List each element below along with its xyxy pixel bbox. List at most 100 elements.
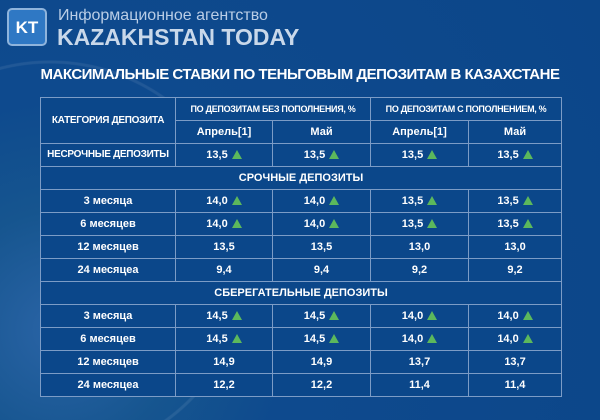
table-row: 6 месяцев 14,0 14,0 13,5 13,5 [40,212,563,236]
table-row: 12 месяцев 14,9 14,9 13,7 13,7 [40,350,563,374]
rate-value: 14,5 [303,310,326,322]
rate-cell: 14,0 [468,304,563,328]
rate-value: 13,7 [504,356,526,368]
rate-value: 13,7 [408,356,431,368]
row-label: НЕСРОЧНЫЕ ДЕПОЗИТЫ [40,143,176,167]
rate-value: 13,0 [504,241,526,253]
rate-value: 13,5 [497,195,519,207]
rate-cell: 13,7 [370,350,470,374]
rate-cell: 13,5 [175,235,273,259]
kt-logo: KT [7,8,47,46]
rate-value: 12,2 [310,379,333,391]
rate-cell: 11,4 [468,373,563,397]
rate-value: 14,9 [213,356,235,368]
rate-value: 14,9 [310,356,333,368]
up-arrow-icon [427,219,438,228]
row-label: 3 месяца [40,304,176,328]
up-arrow-icon [427,150,438,159]
rate-value: 14,5 [206,310,228,322]
category-header: КАТЕГОРИЯ ДЕПОЗИТА [40,97,176,144]
rate-value: 9,4 [313,264,330,276]
deposit-rates-table: КАТЕГОРИЯ ДЕПОЗИТА ПО ДЕПОЗИТАМ БЕЗ ПОПО… [39,97,563,397]
up-arrow-icon [427,311,438,320]
rate-cell: 13,5 [468,212,563,236]
rate-cell: 9,4 [175,258,273,282]
row-label: 3 месяца [40,189,176,213]
brand-name: KAZAKHSTAN TODAY [57,24,300,50]
header-row: КАТЕГОРИЯ ДЕПОЗИТА ПО ДЕПОЗИТАМ БЕЗ ПОПО… [40,97,563,144]
up-arrow-icon [231,150,242,159]
rate-cell: 13,5 [370,212,470,236]
rate-value: 14,0 [206,218,228,230]
rate-value: 13,5 [303,149,326,161]
rate-value: 14,5 [303,333,326,345]
up-arrow-icon [231,196,242,205]
section-title: СРОЧНЫЕ ДЕПОЗИТЫ [39,166,563,190]
section-title: СБЕРЕГАТЕЛЬНЫЕ ДЕПОЗИТЫ [39,281,563,305]
rate-cell: 13,5 [271,143,372,167]
table-row: 3 месяца 14,5 14,5 14,0 14,0 [40,304,563,328]
month-header: Май [271,120,372,144]
rate-value: 14,0 [303,218,326,230]
rate-cell: 14,5 [271,304,372,328]
up-arrow-icon [329,219,340,228]
row-label: 6 месяцев [40,327,176,351]
table-row: 24 месяцеа 9,4 9,4 9,2 9,2 [40,258,563,282]
row-label: 12 месяцев [40,235,176,259]
rate-cell: 13,5 [271,235,372,259]
rate-value: 9,4 [216,264,232,276]
up-arrow-icon [231,334,242,343]
row-label: 6 месяцев [40,212,176,236]
rate-value: 14,5 [206,333,228,345]
rate-cell: 14,9 [175,350,273,374]
up-arrow-icon [522,150,533,159]
group-header-topup: ПО ДЕПОЗИТАМ С ПОПОЛНЕНИЕМ, % [370,97,563,121]
rate-cell: 9,2 [468,258,563,282]
up-arrow-icon [427,196,438,205]
rate-cell: 14,9 [271,350,372,374]
rate-value: 14,0 [206,195,228,207]
up-arrow-icon [522,334,533,343]
rate-cell: 13,5 [370,143,470,167]
section-row: СРОЧНЫЕ ДЕПОЗИТЫ [39,166,563,190]
rate-cell: 13,5 [175,143,273,167]
rate-cell: 13,5 [370,189,470,213]
table-row: 3 месяца 14,0 14,0 13,5 13,5 [40,189,563,213]
month-header-row: Апрель[1] Май Апрель[1] Май [41,120,563,144]
rate-value: 11,4 [409,379,430,391]
month-header: Апрель[1] [175,120,273,144]
rate-cell: 14,0 [370,327,470,351]
up-arrow-icon [522,219,533,228]
rate-value: 13,5 [213,241,235,253]
rate-value: 12,2 [213,379,235,391]
agency-label: Информационное агентство [58,7,268,24]
rate-value: 14,0 [303,195,326,207]
rate-value: 13,5 [401,149,424,161]
row-label: 12 месяцев [40,350,176,374]
rate-value: 13,5 [497,149,519,161]
table-row-nesrochnye: НЕСРОЧНЫЕ ДЕПОЗИТЫ 13,5 13,5 13,5 13,5 [40,143,563,167]
rate-cell: 14,0 [271,212,372,236]
rate-cell: 13,5 [468,189,563,213]
rate-value: 14,0 [497,333,519,345]
table-row: 24 месяцеа 12,2 12,2 11,4 11,4 [40,373,563,397]
rate-value: 13,5 [497,218,519,230]
rate-value: 13,0 [408,241,431,253]
rate-cell: 14,0 [175,212,273,236]
rate-value: 13,5 [401,218,424,230]
up-arrow-icon [329,196,340,205]
rate-cell: 9,4 [271,258,372,282]
rate-cell: 14,0 [468,327,563,351]
table-row: 12 месяцев 13,5 13,5 13,0 13,0 [40,235,563,259]
rate-value: 14,0 [401,333,424,345]
rate-cell: 13,5 [468,143,563,167]
up-arrow-icon [231,311,242,320]
row-label: 24 месяцеа [40,373,176,397]
rate-cell: 11,4 [370,373,470,397]
up-arrow-icon [329,334,340,343]
rate-value: 9,2 [411,264,428,276]
rate-cell: 14,0 [271,189,372,213]
rate-cell: 14,5 [271,327,372,351]
up-arrow-icon [427,334,438,343]
rate-cell: 13,0 [468,235,563,259]
